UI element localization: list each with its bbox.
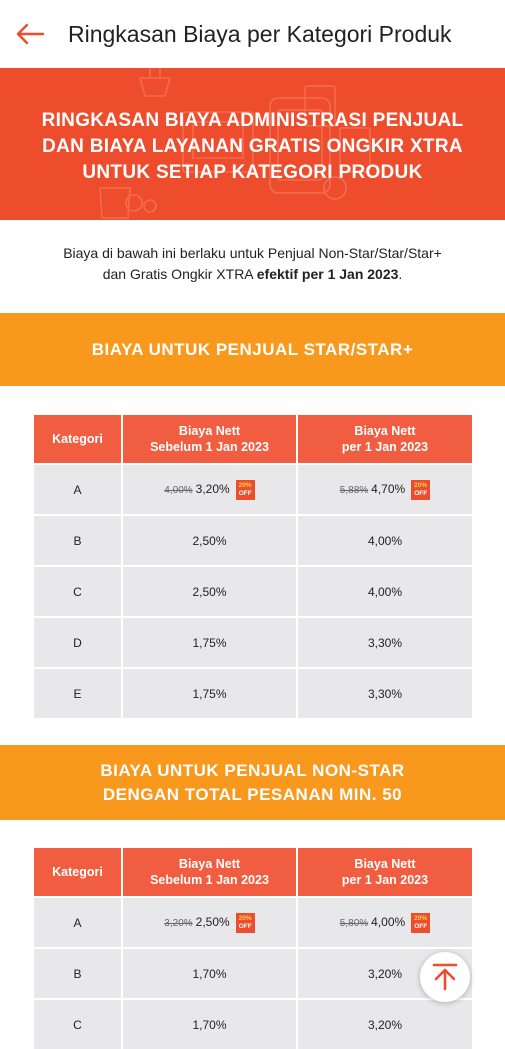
back-button[interactable] (4, 0, 56, 68)
intro-text: Biaya di bawah ini berlaku untuk Penjual… (0, 243, 505, 285)
old-price: 4,00% (164, 484, 193, 496)
table-row: A 4,00% 3,20% 20% OFF 5,88% 4,70% 20% OFF (34, 463, 472, 515)
header-before-line2: Sebelum 1 Jan 2023 (150, 440, 269, 454)
table-row: C 1,70% 3,20% (34, 998, 472, 1049)
after-cell: 5,88% 4,70% 20% OFF (297, 463, 472, 515)
before-cell: 4,00% 3,20% 20% OFF (122, 463, 298, 515)
header-before-line2: Sebelum 1 Jan 2023 (150, 873, 269, 887)
old-price: 5,88% (339, 484, 369, 496)
header-after-line2: per 1 Jan 2023 (341, 440, 429, 454)
badge-off: OFF (238, 489, 252, 497)
intro-line2-text: dan Gratis Ongkir XTRA (102, 266, 257, 282)
new-price: 4,70% (371, 481, 406, 496)
kategori-cell: A (34, 463, 123, 515)
column-header-before: Biaya Nett Sebelum 1 Jan 2023 (122, 415, 298, 464)
table-row: D 1,75% 3,30% (34, 616, 472, 668)
table-header-row: Kategori Biaya Nett Sebelum 1 Jan 2023 Bi… (34, 848, 472, 897)
page-title: Ringkasan Biaya per Kategori Produk (68, 20, 452, 47)
column-header-kategori: Kategori (34, 848, 123, 897)
badge-percent: 20% (414, 481, 428, 489)
section-banner-non-star: BIAYA UNTUK PENJUAL NON-STAR DENGAN TOTA… (0, 745, 505, 820)
column-header-kategori: Kategori (34, 415, 123, 464)
table-row: E 1,75% 3,30% (34, 667, 472, 718)
table-header-row: Kategori Biaya Nett Sebelum 1 Jan 2023 Bi… (34, 415, 472, 464)
after-cell: 3,20% (297, 998, 472, 1049)
header-after-line1: Biaya Nett (354, 857, 416, 871)
discount-badge: 20% OFF (235, 479, 255, 500)
after-cell: 3,30% (297, 667, 472, 718)
header-after-line1: Biaya Nett (354, 424, 416, 438)
before-cell: 1,75% (122, 616, 298, 668)
hero-title-line2: DAN BIAYA LAYANAN GRATIS ONGKIR XTRA (42, 136, 463, 157)
intro-line2-suffix: . (398, 266, 403, 282)
section2-title-line1: BIAYA UNTUK PENJUAL NON-STAR (100, 761, 405, 780)
intro-line1: Biaya di bawah ini berlaku untuk Penjual… (63, 245, 442, 261)
old-price: 5,80% (339, 917, 369, 929)
header-after-line2: per 1 Jan 2023 (341, 873, 429, 887)
table-row: C 2,50% 4,00% (34, 565, 472, 617)
table-row: B 2,50% 4,00% (34, 514, 472, 566)
section-banner-star: BIAYA UNTUK PENJUAL STAR/STAR+ (0, 313, 505, 386)
hero-banner: RINGKASAN BIAYA ADMINISTRASI PENJUAL DAN… (0, 68, 505, 220)
column-header-after: Biaya Nett per 1 Jan 2023 (297, 848, 472, 897)
new-price: 3,20% (195, 481, 230, 496)
intro-effective-date: efektif per 1 Jan 2023 (256, 266, 399, 282)
badge-percent: 20% (414, 914, 428, 922)
table-row: A 3,20% 2,50% 20% OFF 5,80% 4,00% 20% OFF (34, 896, 472, 948)
kategori-cell: A (34, 896, 123, 948)
kategori-cell: B (34, 514, 123, 566)
fee-table-non-star: Kategori Biaya Nett Sebelum 1 Jan 2023 Bi… (34, 848, 472, 1049)
section2-title-line2: DENGAN TOTAL PESANAN MIN. 50 (102, 785, 403, 804)
header-before-line1: Biaya Nett (178, 424, 241, 438)
after-cell: 3,30% (297, 616, 472, 668)
app-bar: Ringkasan Biaya per Kategori Produk (0, 0, 505, 68)
after-cell: 4,00% (297, 514, 472, 566)
hero-title-line3: UNTUK SETIAP KATEGORI PRODUK (82, 162, 423, 183)
table-row: B 1,70% 3,20% (34, 947, 472, 999)
badge-off: OFF (414, 489, 428, 497)
before-cell: 1,70% (122, 998, 298, 1049)
after-cell: 4,00% (297, 565, 472, 617)
column-header-after: Biaya Nett per 1 Jan 2023 (297, 415, 472, 464)
kategori-cell: C (34, 565, 123, 617)
discount-badge: 20% OFF (235, 912, 255, 933)
fee-table-star: Kategori Biaya Nett Sebelum 1 Jan 2023 Bi… (34, 415, 472, 718)
new-price: 4,00% (371, 914, 406, 929)
after-cell: 5,80% 4,00% 20% OFF (297, 896, 472, 948)
kategori-cell: B (34, 947, 123, 999)
arrow-left-icon (16, 23, 45, 45)
old-price: 3,20% (164, 917, 193, 929)
before-cell: 2,50% (122, 565, 298, 617)
discount-badge: 20% OFF (411, 479, 431, 500)
discount-badge: 20% OFF (411, 912, 431, 933)
before-cell: 2,50% (122, 514, 298, 566)
scroll-to-top-button[interactable] (420, 952, 470, 1002)
before-cell: 3,20% 2,50% 20% OFF (122, 896, 298, 948)
badge-off: OFF (414, 922, 428, 930)
badge-percent: 20% (238, 914, 252, 922)
arrow-up-to-top-icon (432, 963, 458, 991)
kategori-cell: C (34, 998, 123, 1049)
badge-percent: 20% (238, 481, 252, 489)
kategori-cell: D (34, 616, 123, 668)
badge-off: OFF (238, 922, 252, 930)
before-cell: 1,70% (122, 947, 298, 999)
kategori-cell: E (34, 667, 123, 718)
hero-title-line1: RINGKASAN BIAYA ADMINISTRASI PENJUAL (41, 110, 464, 131)
header-before-line1: Biaya Nett (178, 857, 241, 871)
new-price: 2,50% (195, 914, 230, 929)
column-header-before: Biaya Nett Sebelum 1 Jan 2023 (122, 848, 298, 897)
before-cell: 1,75% (122, 667, 298, 718)
hero-decoration-illustration (99, 68, 371, 219)
intro-line2: dan Gratis Ongkir XTRA efektif per 1 Jan… (0, 264, 505, 285)
